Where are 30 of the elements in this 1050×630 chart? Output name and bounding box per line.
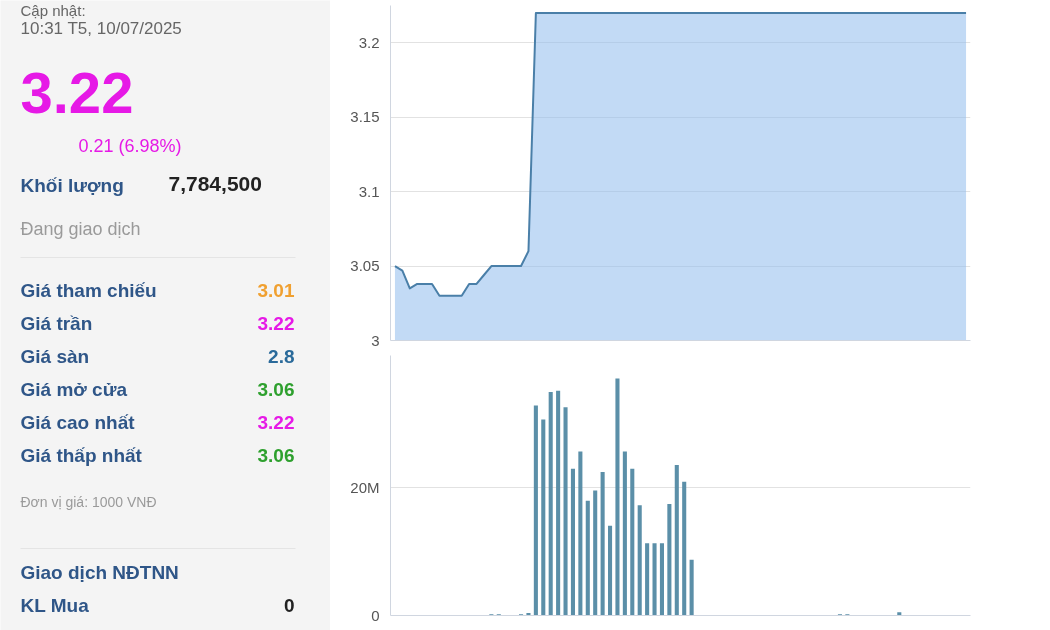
text: Đang giao dịch <box>20 218 141 239</box>
text: 0 <box>283 595 295 616</box>
text: KL Mua <box>20 595 90 616</box>
text: 3.06 <box>257 445 295 466</box>
text: 3.01 <box>257 280 295 301</box>
text: Giá sàn <box>20 346 90 367</box>
text: 3.22 <box>20 59 134 125</box>
y-tick-label: 3.1 <box>358 182 380 200</box>
text: Giá trần <box>20 313 93 334</box>
text: 2.8 <box>268 346 295 367</box>
text: 3.06 <box>257 379 295 400</box>
y-tick-label: 0 <box>371 607 380 624</box>
text: Cập nhật: <box>20 2 86 19</box>
text: Giá thấp nhất <box>20 445 143 466</box>
text: Giao dịch NĐTNN <box>20 562 179 583</box>
text: 3.22 <box>257 313 295 334</box>
text: 0.21 (6.98%) <box>78 135 182 156</box>
y-tick-label: 3.2 <box>358 33 380 51</box>
text: 3.22 <box>257 412 295 433</box>
text: Khối lượng <box>20 175 124 196</box>
text: Đơn vị giá: 1000 VNĐ <box>20 493 157 510</box>
y-tick-label: 20M <box>350 478 380 496</box>
y-tick-label: 3 <box>371 331 380 349</box>
text: Giá tham chiếu <box>20 280 157 301</box>
text: Giá cao nhất <box>20 412 136 433</box>
text: Giá mở cửa <box>20 379 128 400</box>
y-tick-label: 3.15 <box>350 108 380 126</box>
text: 10:31 T5, 10/07/2025 <box>20 19 182 38</box>
text: 7,784,500 <box>168 171 262 195</box>
y-tick-label: 3.05 <box>350 257 380 275</box>
